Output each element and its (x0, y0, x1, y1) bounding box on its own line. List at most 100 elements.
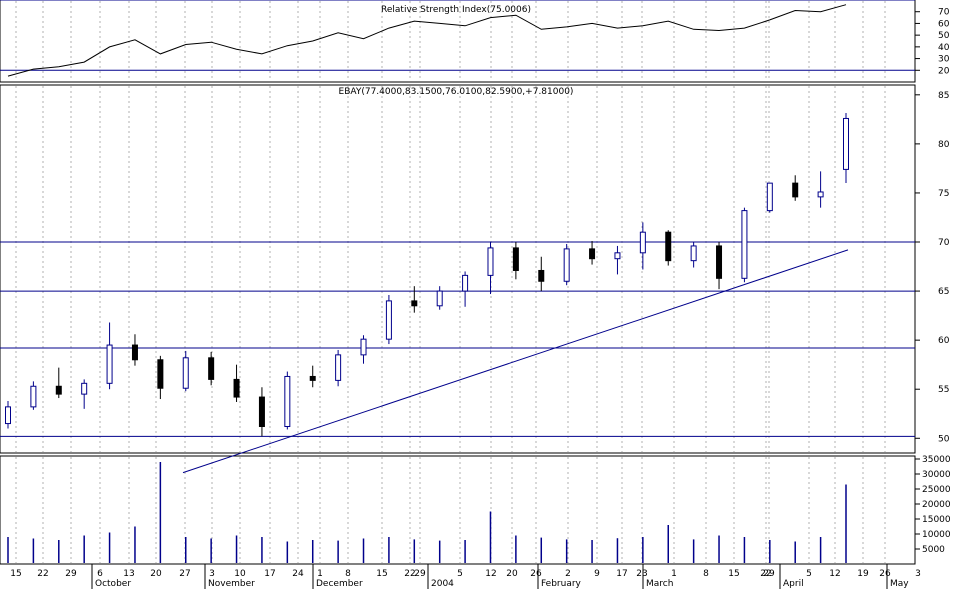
candle-body (462, 274, 469, 292)
rsi-line (7, 4, 847, 77)
candle-body (81, 382, 88, 395)
candle-body (741, 210, 748, 279)
rsi-tick-label: 20 (938, 66, 950, 76)
x-day-label: 22 (760, 569, 771, 579)
x-month-label: May (890, 579, 909, 589)
x-day-label: 5 (806, 569, 812, 579)
candle-body (716, 245, 723, 279)
x-day-label: 15 (376, 569, 387, 579)
candle-body (335, 354, 342, 381)
candle-body (512, 247, 519, 271)
x-day-label: 3 (209, 569, 215, 579)
candle-body (411, 300, 418, 307)
candle-body (589, 248, 596, 260)
price-panel-frame (0, 84, 916, 454)
x-day-label: 5 (457, 569, 463, 579)
x-month-label: March (646, 579, 673, 589)
x-day-label: 12 (829, 569, 840, 579)
volume-tick-label: 20000 (922, 500, 951, 510)
rsi-tick-label: 30 (938, 55, 950, 65)
rsi-tick-label: 70 (938, 8, 950, 18)
price-tick-label: 60 (938, 336, 950, 346)
x-day-label: 13 (123, 569, 134, 579)
x-day-label: 15 (10, 569, 21, 579)
x-month-label: November (208, 579, 255, 589)
x-day-label: 9 (594, 569, 600, 579)
volume-tick-label: 35000 (922, 455, 951, 465)
x-day-label: 20 (506, 569, 518, 579)
price-tick-label: 50 (938, 434, 950, 444)
x-day-label: 8 (345, 569, 351, 579)
x-day-label: 6 (97, 569, 103, 579)
x-day-label: 29 (65, 569, 77, 579)
x-day-label: 2 (565, 569, 571, 579)
candle-body (157, 359, 164, 389)
candle-body (614, 252, 621, 260)
x-month-label: October (95, 579, 131, 589)
x-day-label: 17 (264, 569, 275, 579)
volume-tick-label: 25000 (922, 485, 951, 495)
x-day-label: 29 (414, 569, 426, 579)
x-day-label: 20 (150, 569, 162, 579)
candle-body (792, 182, 799, 198)
volume-tick-label: 15000 (922, 515, 951, 525)
x-day-label: 12 (485, 569, 496, 579)
x-month-label: April (783, 579, 804, 589)
x-month-label: December (316, 579, 363, 589)
candle-body (360, 338, 367, 356)
x-day-label: 15 (728, 569, 739, 579)
rsi-tick-label: 40 (938, 43, 950, 53)
price-tick-label: 85 (938, 91, 949, 101)
candle-body (843, 117, 849, 170)
rsi-tick-label: 60 (938, 19, 950, 29)
x-day-label: 22 (37, 569, 48, 579)
x-day-label: 10 (234, 569, 246, 579)
x-day-label: 19 (857, 569, 869, 579)
candle-body (538, 269, 545, 282)
candle-body (55, 385, 62, 395)
x-day-label: 17 (616, 569, 627, 579)
candle-body (436, 290, 443, 307)
x-day-label: 1 (317, 569, 323, 579)
x-day-label: 29 (763, 569, 775, 579)
rsi-title: Relative Strength Index(75.0006) (381, 5, 531, 15)
volume-tick-label: 30000 (922, 470, 951, 480)
candle-body (639, 231, 646, 254)
volume-tick-label: 5000 (922, 545, 945, 555)
x-day-label: 3 (915, 569, 921, 579)
candle-body (817, 191, 824, 198)
candle-body (309, 375, 316, 381)
candle-body (563, 248, 570, 282)
volume-panel-frame (0, 455, 916, 565)
x-day-label: 26 (530, 569, 542, 579)
x-day-label: 27 (179, 569, 190, 579)
candle-body (487, 247, 494, 276)
candle-body (106, 344, 113, 384)
price-title: EBAY(77.4000,83.1500,76.0100,82.5900,+7.… (339, 87, 574, 97)
candle-body (690, 245, 697, 262)
x-day-label: 1 (671, 569, 677, 579)
x-day-label: 23 (636, 569, 647, 579)
candle-body (182, 357, 189, 389)
candle-body (258, 396, 265, 428)
volume-tick-label: 10000 (922, 530, 951, 540)
x-day-label: 22 (404, 569, 415, 579)
x-day-label: 8 (703, 569, 709, 579)
x-day-label: 26 (879, 569, 891, 579)
price-tick-label: 75 (938, 189, 949, 199)
price-panel: 85 80 75 70 65 60 55 50 (0, 91, 950, 474)
rsi-tick-label: 50 (938, 31, 950, 41)
candle-body (208, 357, 215, 380)
x-month-label: 2004 (431, 579, 454, 589)
candle-body (5, 406, 11, 425)
candle-body (385, 300, 392, 340)
x-month-label: February (541, 579, 582, 589)
price-tick-label: 65 (938, 287, 949, 297)
candle-body (665, 231, 672, 262)
candle-body (233, 378, 240, 398)
volume-panel: 35000 30000 25000 20000 15000 10000 5000 (7, 455, 951, 563)
